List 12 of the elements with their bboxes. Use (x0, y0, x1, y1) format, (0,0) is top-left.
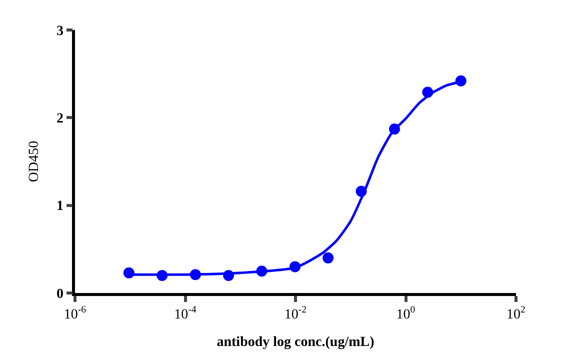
x-tick-label: 10$^{0}$ (396, 304, 416, 323)
x-tick-label: 10$^{-2}$ (284, 304, 307, 323)
x-tick-label: 10$^{-6}$ (64, 304, 86, 323)
y-tick-label: 0 (56, 286, 64, 302)
point (322, 252, 334, 264)
x-tick-label: 10$^{2}$ (506, 304, 526, 323)
y-tick-label: 2 (56, 112, 64, 127)
x-axis-title: antibody log conc.(ug/mL) (216, 334, 375, 350)
x-tick-label: 10$^{-4}$ (174, 304, 196, 323)
y-axis-title: OD450 (27, 140, 42, 182)
y-tick-label: 1 (56, 199, 64, 214)
y-tick-label: 3 (56, 24, 64, 39)
